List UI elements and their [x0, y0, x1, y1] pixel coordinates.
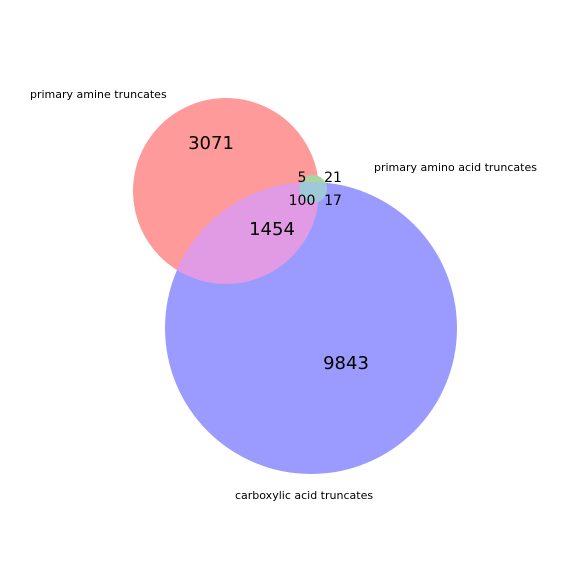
region-count-aminoacid-only: 21	[324, 170, 342, 186]
set-label-primary-amine: primary amine truncates	[30, 88, 167, 101]
region-count-amine-aminoacid: 5	[298, 170, 307, 186]
region-count-aminoacid-carboxylic: 17	[324, 193, 342, 209]
region-count-all-three: 100	[289, 193, 316, 209]
set-label-primary-amino-acid: primary amino acid truncates	[374, 161, 537, 174]
region-count-carboxylic-only: 9843	[323, 353, 369, 374]
set-label-carboxylic-acid: carboxylic acid truncates	[235, 489, 373, 502]
region-count-amine-carboxylic: 1454	[249, 219, 295, 240]
overlap-amine-carboxylic	[165, 182, 319, 284]
region-count-amine-only: 3071	[188, 133, 234, 154]
